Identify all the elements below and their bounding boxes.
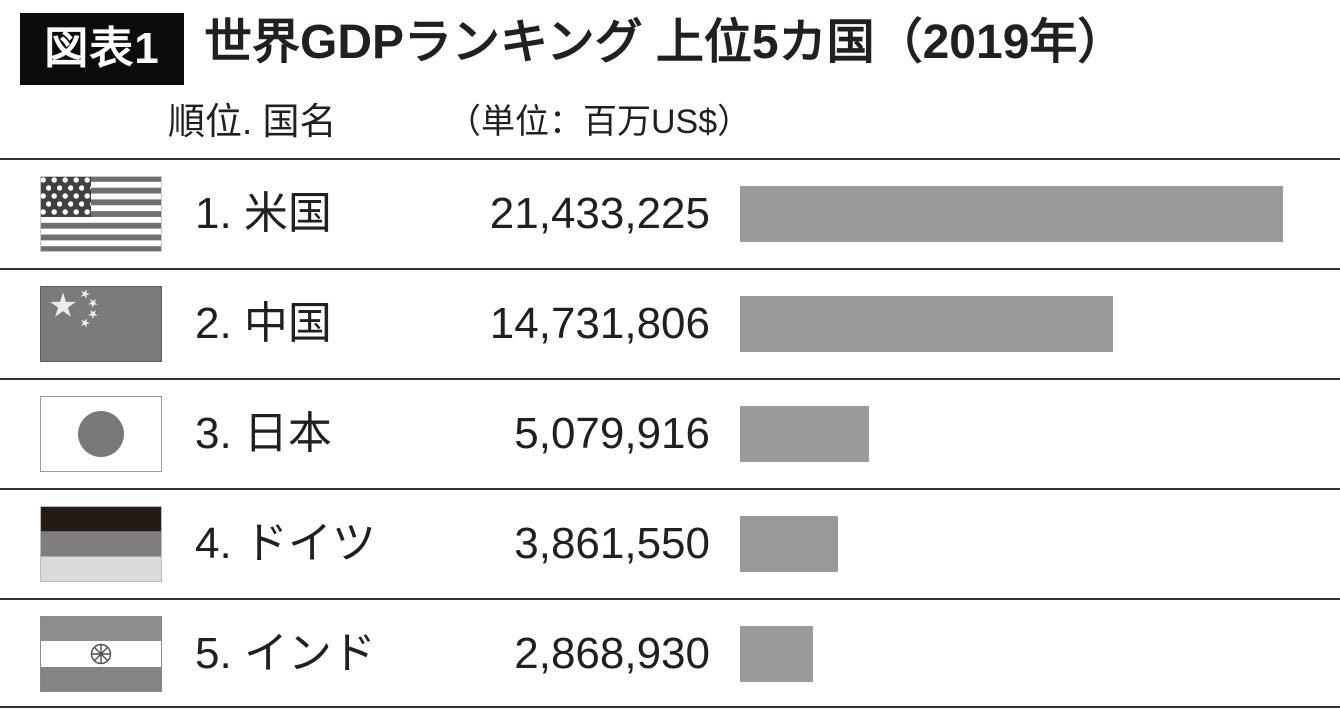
table-row-germany: 4. ドイツ 3,861,550 [0, 488, 1340, 598]
bar-track [740, 406, 1283, 462]
country-label: 2. 中国 [195, 299, 332, 348]
bar-track [740, 626, 1283, 682]
bar-track [740, 516, 1283, 572]
gdp-value: 14,731,806 [489, 299, 710, 348]
gdp-value: 21,433,225 [489, 189, 710, 238]
figure-label-text: 図表1 [44, 24, 160, 73]
gdp-bar-japan [740, 406, 869, 462]
gdp-bar-germany [740, 516, 838, 572]
table-row-japan: 3. 日本 5,079,916 [0, 378, 1340, 488]
table-row-usa: 1. 米国 21,433,225 [0, 158, 1340, 268]
japan-flag-icon [40, 396, 162, 472]
china-flag-icon [40, 286, 162, 362]
country-label: 5. インド [195, 629, 376, 678]
column-header-rank-country: 順位. 国名 [168, 101, 337, 142]
gdp-value: 2,868,930 [514, 629, 710, 678]
column-header-row: 順位. 国名 （単位：百万US$） [0, 94, 1340, 150]
figure-title: 世界GDPランキング 上位5カ国（2019年） [204, 16, 1126, 69]
bar-track [740, 186, 1283, 242]
unit-label: （単位：百万US$） [447, 103, 752, 141]
usa-flag-icon [40, 176, 162, 252]
table-row-india: 5. インド 2,868,930 [0, 598, 1340, 706]
gdp-bar-india [740, 626, 813, 682]
gdp-ranking-table: 1. 米国 21,433,225 2. 中国 14,731,806 [0, 158, 1340, 708]
gdp-bar-usa [740, 186, 1283, 242]
gdp-value: 3,861,550 [514, 519, 710, 568]
country-label: 1. 米国 [195, 189, 332, 238]
gdp-value: 5,079,916 [514, 409, 710, 458]
table-row-china: 2. 中国 14,731,806 [0, 268, 1340, 378]
gdp-bar-china [740, 296, 1114, 352]
country-label: 4. ドイツ [195, 519, 376, 568]
india-flag-icon [40, 616, 162, 692]
figure-label-badge: 図表1 [20, 13, 184, 85]
germany-flag-icon [40, 506, 162, 582]
bar-track [740, 296, 1283, 352]
country-label: 3. 日本 [195, 409, 332, 458]
